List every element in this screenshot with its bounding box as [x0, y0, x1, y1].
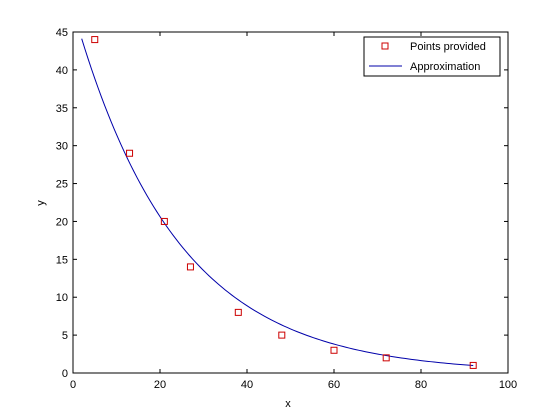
y-tick-label: 45	[56, 27, 68, 39]
data-point	[330, 346, 338, 354]
approximation-line	[81, 38, 474, 367]
legend: Points provided Approximation	[363, 36, 501, 77]
y-tick-label: 10	[56, 292, 68, 304]
data-point	[469, 361, 477, 369]
plot-area	[72, 31, 509, 374]
y-tick-label: 15	[56, 254, 68, 266]
y-tick-label: 40	[56, 65, 68, 77]
y-tick-label: 5	[62, 330, 68, 342]
data-point	[126, 149, 134, 157]
legend-marker-square	[381, 42, 389, 50]
x-tick-label: 60	[328, 379, 340, 391]
data-point	[160, 217, 168, 225]
y-tick-label: 25	[56, 179, 68, 191]
y-tick-label: 0	[62, 368, 68, 380]
data-point	[91, 36, 99, 44]
y-tick-label: 20	[56, 216, 68, 228]
data-point	[234, 308, 242, 316]
x-tick-label: 100	[499, 379, 517, 391]
data-point	[186, 263, 194, 271]
x-tick-label: 20	[154, 379, 166, 391]
x-axis-label: x	[285, 398, 291, 410]
legend-label-approx: Approximation	[410, 61, 480, 73]
data-point	[278, 331, 286, 339]
x-tick-label: 40	[241, 379, 253, 391]
data-point	[382, 354, 390, 362]
x-tick-label: 80	[415, 379, 427, 391]
legend-label-points: Points provided	[410, 41, 486, 53]
y-tick-label: 30	[56, 141, 68, 153]
y-tick-label: 35	[56, 103, 68, 115]
y-axis-label: y	[35, 200, 47, 206]
x-tick-label: 0	[70, 379, 76, 391]
